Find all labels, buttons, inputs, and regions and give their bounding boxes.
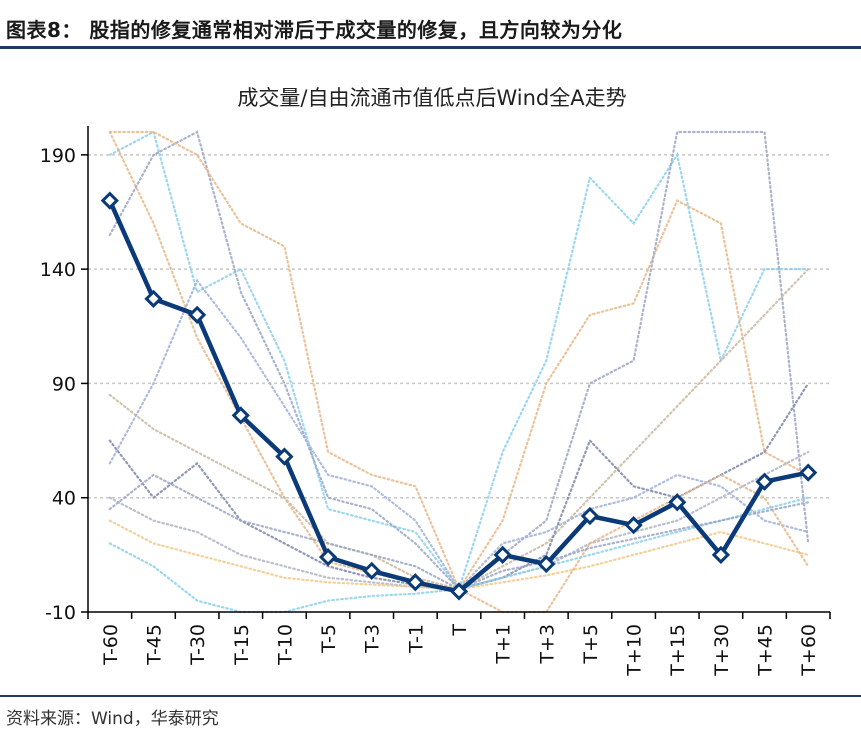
average-series <box>100 191 818 601</box>
average-point-marker <box>580 506 600 526</box>
average-point-marker <box>493 545 512 564</box>
average-point-marker <box>537 554 556 574</box>
y-tick-label: 40 <box>52 488 76 510</box>
average-point-marker <box>187 305 207 324</box>
chart-title: 成交量/自由流通市值低点后Wind全A走势 <box>237 86 626 110</box>
average-point-marker <box>711 545 731 564</box>
bottom-rule <box>0 695 861 697</box>
x-tick-label: T-45 <box>143 624 165 666</box>
average-point-marker <box>406 573 425 592</box>
figure-title: 图表8： 股指的修复通常相对滞后于成交量的修复，且方向较为分化 <box>6 18 623 42</box>
x-tick-label: T-60 <box>100 624 122 666</box>
average-point-marker <box>799 463 818 482</box>
x-tick-label: T+45 <box>755 624 777 677</box>
source-note: 资料来源：Wind，华泰研究 <box>6 709 219 729</box>
average-point-marker <box>449 582 469 601</box>
average-point-marker <box>231 406 250 425</box>
x-tick-label: T+3 <box>536 624 558 665</box>
x-tick-label: T+30 <box>711 624 733 677</box>
average-point-marker <box>100 191 119 210</box>
sample-series-line <box>108 450 810 591</box>
average-point-marker <box>755 472 774 491</box>
x-tick-label: T <box>449 624 471 637</box>
x-tick-label: T+10 <box>624 624 646 677</box>
average-series-line <box>107 199 809 594</box>
x-tick-label: T-1 <box>405 624 427 654</box>
average-point-marker <box>624 516 643 535</box>
x-tick-label: T+60 <box>798 624 820 677</box>
average-point-marker <box>144 289 163 308</box>
x-tick-labels: T-60 T-45 T-30 T-15 T-10 T-5 T-3 T-1 T T+1 T+3 T+5 T… <box>100 624 820 677</box>
sample-series-line <box>108 382 810 591</box>
x-tick-label: T-3 <box>362 624 384 654</box>
axes <box>81 126 831 619</box>
y-tick-label: 90 <box>52 373 76 395</box>
average-point-marker <box>318 548 338 567</box>
x-tick-label: T+15 <box>667 624 689 677</box>
x-tick-label: T+5 <box>580 624 602 665</box>
background-series <box>108 130 810 614</box>
grid-lines <box>88 154 830 499</box>
x-tick-label: T-30 <box>187 624 209 666</box>
x-tick-label: T-10 <box>274 624 296 666</box>
x-tick-label: T-5 <box>318 624 340 654</box>
y-tick-label: 140 <box>40 259 76 281</box>
sample-series-line <box>108 278 810 591</box>
average-point-marker <box>275 447 294 466</box>
x-tick-label: T+1 <box>493 624 515 665</box>
header: 图表8： 股指的修复通常相对滞后于成交量的修复，且方向较为分化 <box>0 0 861 50</box>
y-tick-label: -10 <box>45 602 76 624</box>
top-rule <box>0 46 861 49</box>
y-tick-labels: -10 40 90 140 190 <box>40 145 76 624</box>
x-tick-label: T-15 <box>231 624 253 666</box>
average-point-marker <box>668 493 687 512</box>
average-point-marker <box>362 561 381 580</box>
line-chart: 成交量/自由流通市值低点后Wind全A走势 -10 40 90 140 190 T-60… <box>40 86 831 677</box>
y-tick-label: 190 <box>40 145 76 167</box>
sample-series-line <box>108 130 810 592</box>
